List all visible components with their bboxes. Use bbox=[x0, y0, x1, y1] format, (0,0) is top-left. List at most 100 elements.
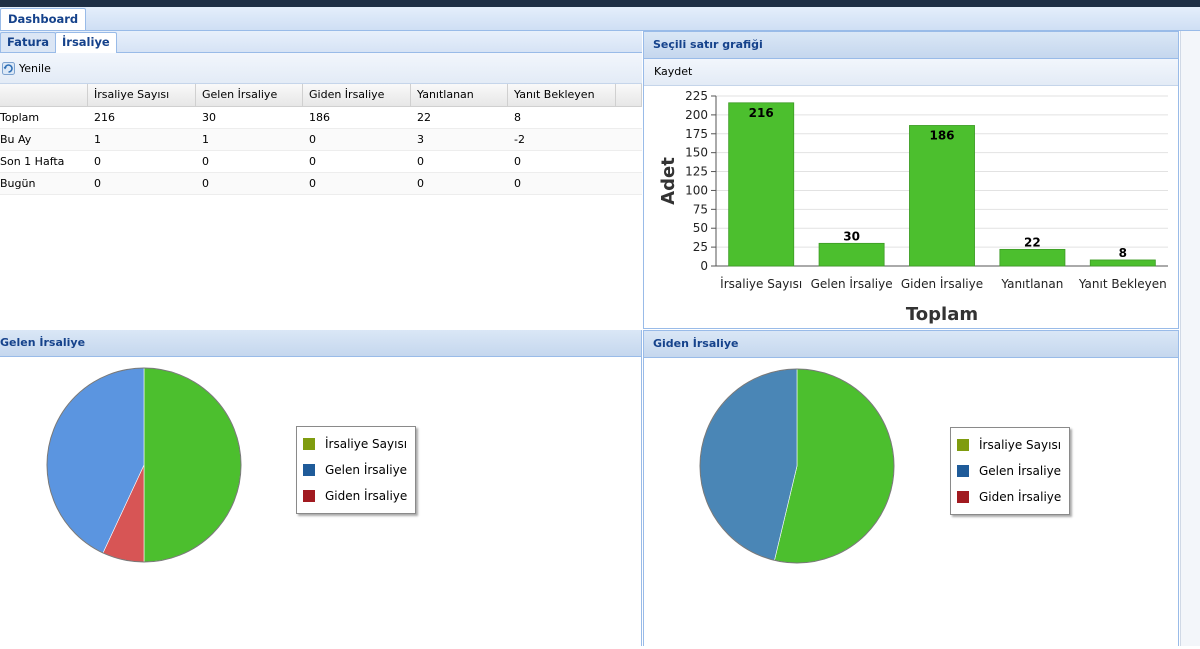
legend-swatch bbox=[957, 491, 969, 503]
legend-label: Gelen İrsaliye bbox=[325, 463, 408, 477]
table-cell: 186 bbox=[309, 111, 330, 124]
table-cell: 0 bbox=[514, 155, 521, 168]
legend-item[interactable]: İrsaliye Sayısı bbox=[957, 432, 1061, 458]
pie-chart-outgoing bbox=[699, 368, 895, 564]
legend-item[interactable]: İrsaliye Sayısı bbox=[303, 431, 407, 457]
table-row[interactable]: Son 1 Hafta 0 0 0 0 0 bbox=[0, 151, 642, 173]
x-tick-label: İrsaliye Sayısı bbox=[720, 276, 802, 291]
legend-label: Giden İrsaliye bbox=[325, 489, 408, 503]
refresh-label: Yenile bbox=[19, 61, 51, 75]
window-top-bar bbox=[0, 0, 1200, 7]
main-tab-strip: Dashboard bbox=[0, 7, 1200, 31]
table-cell: 1 bbox=[202, 133, 209, 146]
x-axis-title: Toplam bbox=[906, 304, 978, 325]
right-scrollbar[interactable] bbox=[1180, 31, 1200, 646]
table-cell: 8 bbox=[514, 111, 521, 124]
legend-item[interactable]: Giden İrsaliye bbox=[957, 484, 1061, 510]
table-cell: 0 bbox=[309, 155, 316, 168]
grid-header-cell[interactable]: Yanıtlanan bbox=[411, 84, 508, 106]
summary-grid: İrsaliye Sayısı Gelen İrsaliye Giden İrs… bbox=[0, 84, 642, 195]
data-label: 8 bbox=[1119, 246, 1127, 260]
x-tick-label: Yanıtlanan bbox=[1000, 277, 1063, 291]
table-cell: 0 bbox=[94, 177, 101, 190]
bar-chart: 0 25 50 75 100 125 150 175 200 225 216 İrsaliye Say… bbox=[658, 89, 1168, 325]
pie-chart-incoming bbox=[46, 367, 242, 563]
y-tick-label: 100 bbox=[685, 183, 708, 197]
grid-header-cell[interactable]: Gelen İrsaliye bbox=[196, 84, 303, 106]
table-cell: 30 bbox=[202, 111, 216, 124]
data-label: 216 bbox=[749, 106, 774, 120]
table-row[interactable]: Toplam 216 30 186 22 8 bbox=[0, 107, 642, 129]
outgoing-waybill-panel: Giden İrsaliye İrsaliye Sayısı Gelen İrsa… bbox=[643, 330, 1179, 646]
refresh-icon bbox=[2, 61, 15, 75]
table-cell: 0 bbox=[202, 177, 209, 190]
table-cell: 1 bbox=[94, 133, 101, 146]
row-label: Toplam bbox=[0, 111, 40, 124]
data-label: 22 bbox=[1024, 235, 1041, 249]
y-tick-label: 25 bbox=[693, 240, 708, 254]
chart-legend: İrsaliye Sayısı Gelen İrsaliye Giden İrsal… bbox=[296, 426, 417, 514]
row-label: Bu Ay bbox=[0, 133, 32, 146]
panel-title: Gelen İrsaliye bbox=[0, 330, 641, 357]
legend-item[interactable]: Gelen İrsaliye bbox=[303, 457, 407, 483]
table-cell: 0 bbox=[417, 155, 424, 168]
bar bbox=[909, 125, 975, 267]
legend-label: İrsaliye Sayısı bbox=[325, 437, 408, 451]
y-tick-label: 150 bbox=[685, 146, 708, 160]
table-row[interactable]: Bu Ay 1 1 0 3 -2 bbox=[0, 129, 642, 151]
table-cell: 216 bbox=[94, 111, 115, 124]
grid-header-cell[interactable] bbox=[0, 84, 88, 106]
row-label: Son 1 Hafta bbox=[0, 155, 65, 168]
bar bbox=[999, 248, 1066, 267]
sub-tab-strip: Fatura İrsaliye bbox=[0, 31, 642, 53]
bar bbox=[728, 102, 795, 267]
grid-header-cell[interactable]: Giden İrsaliye bbox=[303, 84, 411, 106]
grid-toolbar: Yenile bbox=[0, 53, 642, 84]
legend-swatch bbox=[303, 438, 315, 450]
data-label: 186 bbox=[929, 128, 954, 142]
bar bbox=[818, 242, 885, 267]
legend-swatch bbox=[303, 464, 315, 476]
x-tick-label: Yanıt Bekleyen bbox=[1078, 277, 1167, 291]
grid-header-filler bbox=[616, 84, 642, 106]
y-tick-label: 50 bbox=[693, 221, 708, 235]
table-cell: 0 bbox=[94, 155, 101, 168]
y-tick-label: 200 bbox=[685, 108, 708, 122]
legend-label: Giden İrsaliye bbox=[979, 490, 1062, 504]
y-tick-label: 75 bbox=[693, 202, 708, 216]
row-label: Bugün bbox=[0, 177, 36, 190]
chart-legend: İrsaliye Sayısı Gelen İrsaliye Giden İrsal… bbox=[950, 427, 1071, 515]
table-cell: 22 bbox=[417, 111, 431, 124]
legend-label: İrsaliye Sayısı bbox=[979, 438, 1062, 452]
legend-swatch bbox=[957, 439, 969, 451]
y-tick-label: 225 bbox=[685, 89, 708, 103]
pie-outline bbox=[699, 368, 895, 564]
tab-fatura[interactable]: Fatura bbox=[0, 32, 57, 52]
legend-item[interactable]: Gelen İrsaliye bbox=[957, 458, 1061, 484]
pie-slice bbox=[143, 367, 242, 563]
tab-irsaliye[interactable]: İrsaliye bbox=[55, 32, 117, 53]
legend-item[interactable]: Giden İrsaliye bbox=[303, 483, 407, 509]
bar bbox=[1089, 259, 1156, 267]
grid-header-cell[interactable]: Yanıt Bekleyen bbox=[508, 84, 616, 106]
data-label: 30 bbox=[843, 229, 860, 243]
incoming-waybill-panel: Gelen İrsaliye İrsaliye Sayısı Gelen İrsa… bbox=[0, 330, 642, 646]
tab-dashboard[interactable]: Dashboard bbox=[0, 8, 87, 30]
y-tick-label: 0 bbox=[700, 259, 708, 273]
legend-swatch bbox=[957, 465, 969, 477]
grid-header: İrsaliye Sayısı Gelen İrsaliye Giden İrs… bbox=[0, 84, 642, 107]
table-cell: -2 bbox=[514, 133, 525, 146]
refresh-button[interactable]: Yenile bbox=[2, 60, 51, 76]
x-tick-label: Giden İrsaliye bbox=[901, 276, 983, 291]
table-cell: 0 bbox=[309, 177, 316, 190]
table-row[interactable]: Bugün 0 0 0 0 0 bbox=[0, 173, 642, 195]
y-axis-title: Adet bbox=[658, 157, 679, 205]
legend-label: Gelen İrsaliye bbox=[979, 464, 1062, 478]
panel-title: Giden İrsaliye bbox=[644, 331, 1178, 358]
table-cell: 0 bbox=[417, 177, 424, 190]
table-cell: 0 bbox=[514, 177, 521, 190]
grid-header-cell[interactable]: İrsaliye Sayısı bbox=[88, 84, 196, 106]
legend-swatch bbox=[303, 490, 315, 502]
x-tick-label: Gelen İrsaliye bbox=[811, 276, 893, 291]
save-button[interactable]: Kaydet bbox=[644, 59, 1178, 86]
